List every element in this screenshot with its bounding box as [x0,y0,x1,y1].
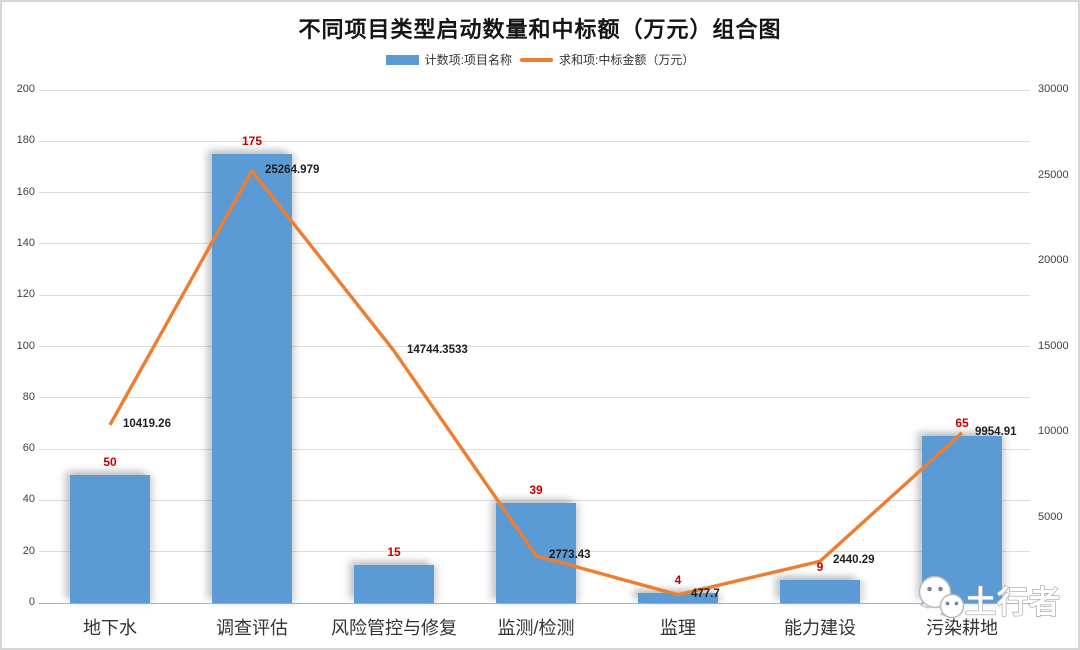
line-value-label: 477.7 [691,587,720,600]
gridline [39,499,1030,501]
gridline [39,89,1030,91]
gridline [39,448,1030,450]
bar-value-label: 4 [674,572,682,587]
category-label: 监理 [660,618,696,638]
line-value-label: 2773.43 [549,548,591,561]
line-value-label: 25264.979 [265,163,320,176]
watermark-text: 土行者 [965,585,1061,620]
category-label: 风险管控与修复 [331,618,457,638]
bar [354,564,434,603]
y-axis-right-tick-label: 10000 [1038,425,1069,437]
bar-value-label: 39 [529,482,543,497]
y-axis-left-tick-label: 200 [16,83,35,95]
category-label: 能力建设 [784,618,856,638]
bar-value-label: 50 [103,454,117,469]
bar [70,474,150,603]
y-axis-left-tick-label: 20 [22,544,35,557]
gridline [39,397,1030,399]
wechat-icon [918,575,965,619]
y-axis-left-tick-label: 100 [16,339,35,352]
y-axis-right-tick-label: 30000 [1038,83,1069,95]
gridline [39,140,1030,142]
y-axis-left-tick-label: 180 [16,134,35,147]
bar-value-label: 15 [387,544,401,559]
y-axis-right-tick-label: 15000 [1038,339,1069,352]
gridline [39,602,1030,604]
y-axis-right-tick-label: 20000 [1038,254,1069,266]
bar-value-label: 175 [241,134,263,149]
y-axis-right-tick-label: 25000 [1038,168,1069,181]
bar [780,579,860,603]
line-value-label: 9954.91 [975,425,1017,438]
category-label: 地下水 [83,618,137,638]
y-axis-right-tick-label: 5000 [1038,510,1063,523]
gridline [39,192,1030,194]
legend-bar-swatch [385,54,419,65]
line-value-label: 10419.26 [123,417,171,430]
bar [212,154,292,603]
bar [638,592,718,603]
line-value-label: 2440.29 [833,554,875,567]
legend-item-bar: 计数项:项目名称 [385,51,512,68]
legend-line-swatch [520,57,553,62]
gridline [39,346,1030,347]
y-axis-left-tick-label: 40 [22,493,35,506]
y-axis-left-tick-label: 140 [16,236,35,249]
y-axis-left-tick-label: 120 [16,288,35,301]
legend-bar-label: 计数项:项目名称 [424,53,512,67]
gridline [39,243,1030,245]
y-axis-left-tick-label: 0 [28,596,35,608]
gridline [39,294,1030,296]
watermark: 土行者 [918,575,1061,621]
line-value-label: 14744.3533 [407,343,468,356]
legend-item-line: 求和项:中标金额（万元） [520,51,694,68]
bar [922,436,1002,603]
y-axis-left-tick-label: 80 [22,390,35,403]
category-label: 监测/检测 [497,618,575,638]
line-series [108,167,964,597]
category-label: 污染耕地 [926,618,998,638]
chart-legend: 计数项:项目名称 求和项:中标金额（万元） [2,51,1078,68]
category-label: 调查评估 [216,618,288,638]
y-axis-right-tick-label: 0 [1038,596,1045,608]
y-axis-left-tick-label: 60 [22,442,35,455]
legend-line-label: 求和项:中标金额（万元） [559,53,695,67]
chart-title: 不同项目类型启动数量和中标额（万元）组合图 [298,17,782,42]
bar-value-label: 9 [816,559,824,574]
y-axis-left-tick-label: 160 [16,185,35,198]
bar-value-label: 65 [955,416,969,431]
